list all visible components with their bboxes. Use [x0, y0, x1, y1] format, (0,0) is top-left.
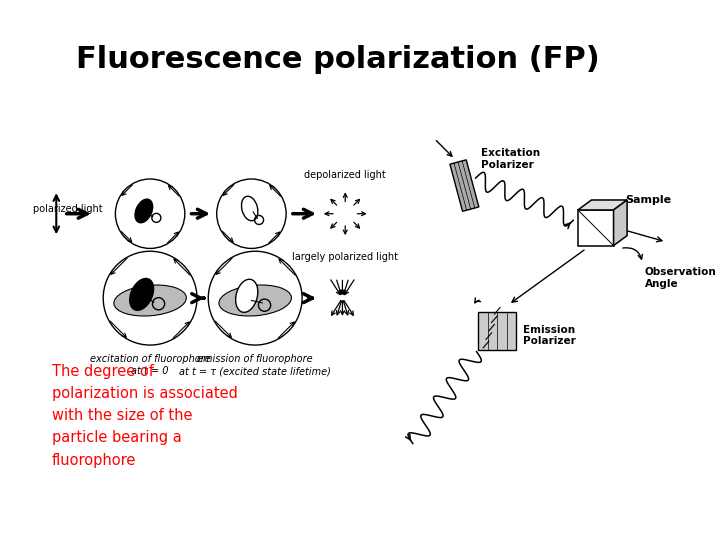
Text: Observation
Angle: Observation Angle — [644, 267, 716, 289]
Text: largely polarized light: largely polarized light — [292, 253, 398, 262]
Ellipse shape — [219, 285, 292, 316]
Text: depolarized light: depolarized light — [305, 170, 386, 180]
Ellipse shape — [130, 279, 153, 310]
Text: Fluorescence polarization (FP): Fluorescence polarization (FP) — [76, 45, 600, 74]
Polygon shape — [450, 160, 479, 211]
Ellipse shape — [135, 199, 153, 222]
Polygon shape — [578, 210, 613, 246]
Ellipse shape — [114, 285, 186, 316]
Text: emission of fluorophore
at t = τ (excited state lifetime): emission of fluorophore at t = τ (excite… — [179, 354, 331, 376]
Ellipse shape — [241, 196, 258, 221]
Text: Emission
Polarizer: Emission Polarizer — [523, 325, 576, 347]
Polygon shape — [479, 312, 516, 350]
Text: excitation of fluorophore
at t = 0: excitation of fluorophore at t = 0 — [90, 354, 210, 376]
Polygon shape — [613, 200, 627, 246]
Text: Sample: Sample — [626, 194, 672, 205]
Text: The degree of
polarization is associated
with the size of the
particle bearing a: The degree of polarization is associated… — [52, 364, 238, 468]
Polygon shape — [578, 200, 627, 210]
Ellipse shape — [235, 279, 258, 312]
Text: polarized light: polarized light — [33, 204, 102, 214]
Text: Excitation
Polarizer: Excitation Polarizer — [481, 148, 541, 170]
